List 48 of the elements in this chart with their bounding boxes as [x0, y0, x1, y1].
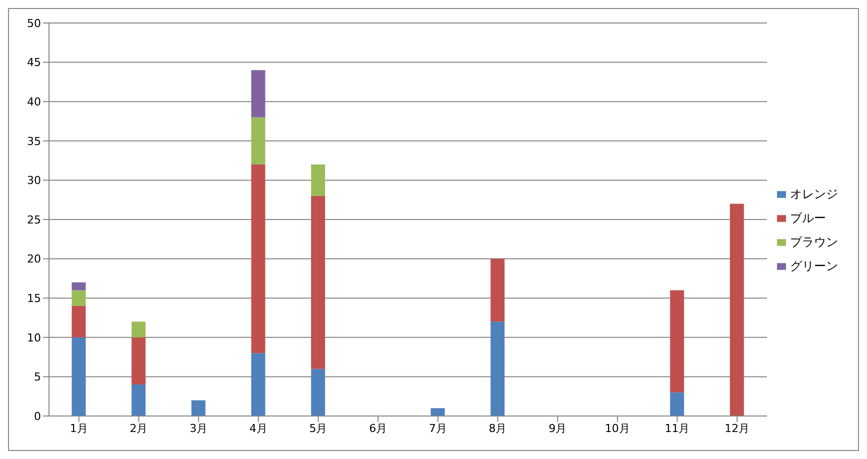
legend-label: グリーン — [790, 258, 838, 272]
bar — [251, 164, 266, 354]
y-tick-label: 10 — [27, 331, 41, 344]
bar — [430, 408, 445, 416]
x-tick-label: 2月 — [130, 422, 148, 435]
y-tick-label: 30 — [27, 174, 41, 188]
bar — [311, 164, 326, 196]
bar — [132, 322, 146, 338]
legend-label: ブラウン — [790, 234, 838, 248]
y-tick-label: 35 — [27, 134, 41, 148]
y-tick-label: 5 — [34, 370, 41, 384]
x-tick-label: 3月 — [190, 422, 208, 435]
legend-label: オレンジ — [790, 186, 838, 200]
bar — [72, 290, 86, 306]
y-tick-label: 25 — [27, 213, 41, 226]
bar — [670, 392, 684, 416]
bar — [311, 196, 326, 369]
bar — [251, 117, 266, 164]
bar — [490, 258, 505, 322]
bar — [311, 368, 326, 416]
x-tick-label: 9月 — [548, 422, 567, 435]
y-tick-label: 20 — [27, 252, 41, 266]
x-tick-label: 1月 — [70, 422, 88, 435]
x-tick-label: 10月 — [604, 422, 630, 435]
x-tick-label: 12月 — [724, 422, 750, 435]
x-tick-label: 6月 — [369, 422, 388, 435]
y-tick-label: 0 — [34, 410, 41, 423]
y-tick-label: 50 — [27, 16, 41, 30]
x-tick-label: 7月 — [428, 422, 447, 435]
x-tick-label: 4月 — [249, 422, 268, 435]
y-tick-label: 40 — [27, 96, 41, 109]
bar — [191, 400, 206, 416]
x-tick-label: 11月 — [664, 422, 690, 435]
bar — [132, 337, 146, 385]
bar — [72, 306, 86, 338]
bar — [730, 204, 744, 416]
bar — [490, 322, 505, 416]
bar — [72, 337, 86, 416]
legend-label: ブルー — [790, 210, 826, 224]
bar — [251, 353, 266, 416]
bar — [72, 282, 86, 290]
y-tick-label: 45 — [27, 56, 41, 70]
bar — [251, 70, 266, 118]
x-tick-label: 5月 — [309, 422, 328, 435]
bar — [670, 290, 684, 392]
y-tick-label: 15 — [27, 292, 41, 306]
x-tick-label: 8月 — [488, 422, 507, 435]
bar — [132, 384, 146, 416]
